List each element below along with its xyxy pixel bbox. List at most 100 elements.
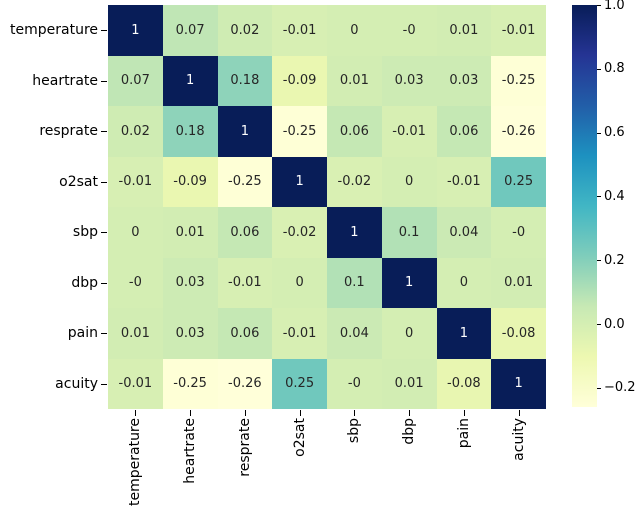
colorbar-tick-mark: [597, 132, 601, 134]
heatmap-cell-temperature-heartrate: 0.07: [162, 5, 218, 56]
y-tick-label-dbp: dbp: [71, 274, 98, 291]
heatmap-cell-pain-resprate: 0.06: [217, 308, 273, 359]
heatmap-cell-o2sat-sbp: -0.02: [327, 156, 382, 207]
colorbar-tick-label-0.2: 0.2: [604, 252, 625, 268]
heatmap-cell-o2sat-acuity: 0.25: [491, 156, 546, 207]
y-tick-mark: [101, 30, 107, 32]
heatmap-cell-acuity-dbp: 0.01: [381, 358, 437, 409]
colorbar-tick-mark: [597, 5, 601, 6]
heatmap-cell-pain-pain: 1: [436, 308, 492, 359]
heatmap-cell-sbp-sbp: 1: [327, 207, 382, 258]
colorbar-tick-mark: [597, 260, 601, 262]
heatmap-cell-dbp-o2sat: 0: [272, 257, 327, 308]
x-tick-label-pain: pain: [455, 418, 472, 449]
heatmap-cell-resprate-sbp: 0.06: [327, 106, 382, 157]
heatmap-cell-resprate-pain: 0.06: [436, 106, 492, 157]
colorbar-tick-mark: [597, 196, 601, 198]
y-tick-label-acuity: acuity: [55, 375, 98, 392]
y-tick-label-o2sat: o2sat: [59, 173, 98, 190]
colorbar-tick-mark: [597, 68, 601, 70]
x-tick-mark: [518, 410, 520, 416]
heatmap-cell-dbp-temperature: -0: [108, 257, 163, 308]
x-tick-mark: [463, 410, 465, 416]
heatmap-cell-acuity-heartrate: -0.25: [162, 358, 218, 409]
heatmap-cell-dbp-resprate: -0.01: [217, 257, 273, 308]
heatmap-cell-dbp-acuity: 0.01: [491, 257, 546, 308]
y-tick-mark: [101, 181, 107, 183]
heatmap-cell-pain-temperature: 0.01: [108, 308, 163, 359]
heatmap-cell-heartrate-acuity: -0.25: [491, 55, 546, 106]
heatmap-cell-temperature-o2sat: -0.01: [272, 5, 327, 56]
x-tick-label-resprate: resprate: [236, 418, 253, 477]
heatmap-cell-temperature-acuity: -0.01: [491, 5, 546, 56]
heatmap-cell-sbp-resprate: 0.06: [217, 207, 273, 258]
heatmap-cell-acuity-sbp: -0: [327, 358, 382, 409]
x-tick-mark: [190, 410, 192, 416]
heatmap-cell-sbp-heartrate: 0.01: [162, 207, 218, 258]
heatmap-cell-dbp-pain: 0: [436, 257, 492, 308]
y-tick-mark: [101, 131, 107, 133]
heatmap-cell-dbp-sbp: 0.1: [327, 257, 382, 308]
y-tick-mark: [101, 232, 107, 234]
heatmap-cell-dbp-dbp: 1: [381, 257, 437, 308]
x-tick-label-temperature: temperature: [127, 418, 144, 506]
heatmap-cell-heartrate-heartrate: 1: [162, 55, 218, 106]
heatmap-cell-heartrate-temperature: 0.07: [108, 55, 163, 106]
x-tick-mark: [354, 410, 356, 416]
heatmap-cell-acuity-o2sat: 0.25: [272, 358, 327, 409]
heatmap-cell-temperature-resprate: 0.02: [217, 5, 273, 56]
heatmap-grid: 1 0.07 0.02 -0.01 0 -0 0.01 -0.01 0.07 1 0.18 -0.09…: [108, 5, 546, 409]
colorbar-tick-label-0.8: 0.8: [604, 61, 625, 77]
heatmap-cell-o2sat-temperature: -0.01: [108, 156, 163, 207]
heatmap-cell-heartrate-sbp: 0.01: [327, 55, 382, 106]
x-tick-label-sbp: sbp: [346, 418, 363, 444]
x-tick-label-acuity: acuity: [510, 418, 527, 461]
y-tick-mark: [101, 333, 107, 335]
heatmap-cell-resprate-heartrate: 0.18: [162, 106, 218, 157]
heatmap-cell-temperature-pain: 0.01: [436, 5, 492, 56]
heatmap-cell-acuity-resprate: -0.26: [217, 358, 273, 409]
colorbar-tick-label-0: 0.0: [604, 316, 625, 332]
y-tick-label-pain: pain: [67, 325, 98, 342]
heatmap-cell-resprate-acuity: -0.26: [491, 106, 546, 157]
heatmap-cell-o2sat-heartrate: -0.09: [162, 156, 218, 207]
y-tick-label-heartrate: heartrate: [32, 72, 98, 89]
colorbar: [572, 5, 597, 407]
colorbar-tick-mark: [597, 387, 601, 389]
colorbar-tick-label-1: 1.0: [604, 0, 625, 13]
heatmap-cell-resprate-resprate: 1: [217, 106, 273, 157]
heatmap-cell-pain-o2sat: -0.01: [272, 308, 327, 359]
x-tick-label-heartrate: heartrate: [182, 418, 199, 484]
y-tick-mark: [101, 80, 107, 82]
colorbar-tick-label--0.2: −0.2: [604, 380, 636, 396]
heatmap-cell-heartrate-dbp: 0.03: [381, 55, 437, 106]
heatmap-cell-pain-dbp: 0: [381, 308, 437, 359]
y-tick-label-sbp: sbp: [72, 224, 98, 241]
heatmap-cell-acuity-temperature: -0.01: [108, 358, 163, 409]
heatmap-cell-resprate-dbp: -0.01: [381, 106, 437, 157]
heatmap-cell-o2sat-resprate: -0.25: [217, 156, 273, 207]
heatmap-cell-heartrate-o2sat: -0.09: [272, 55, 327, 106]
x-tick-label-o2sat: o2sat: [291, 418, 308, 457]
y-tick-label-temperature: temperature: [10, 22, 98, 39]
heatmap-cell-heartrate-pain: 0.03: [436, 55, 492, 106]
y-tick-label-resprate: resprate: [39, 123, 98, 140]
heatmap-cell-sbp-o2sat: -0.02: [272, 207, 327, 258]
heatmap-cell-pain-sbp: 0.04: [327, 308, 382, 359]
heatmap-cell-dbp-heartrate: 0.03: [162, 257, 218, 308]
heatmap-cell-acuity-acuity: 1: [491, 358, 546, 409]
heatmap-cell-sbp-pain: 0.04: [436, 207, 492, 258]
colorbar-tick-label-0.6: 0.6: [604, 125, 625, 141]
x-tick-label-dbp: dbp: [401, 418, 418, 445]
x-tick-mark: [244, 410, 246, 416]
heatmap-cell-o2sat-pain: -0.01: [436, 156, 492, 207]
colorbar-gradient: [572, 5, 597, 407]
colorbar-tick-label-0.4: 0.4: [604, 188, 625, 204]
x-tick-mark: [299, 410, 301, 416]
heatmap-cell-heartrate-resprate: 0.18: [217, 55, 273, 106]
x-tick-mark: [409, 410, 411, 416]
heatmap-cell-pain-acuity: -0.08: [491, 308, 546, 359]
heatmap-cell-o2sat-dbp: 0: [381, 156, 437, 207]
heatmap-cell-resprate-o2sat: -0.25: [272, 106, 327, 157]
